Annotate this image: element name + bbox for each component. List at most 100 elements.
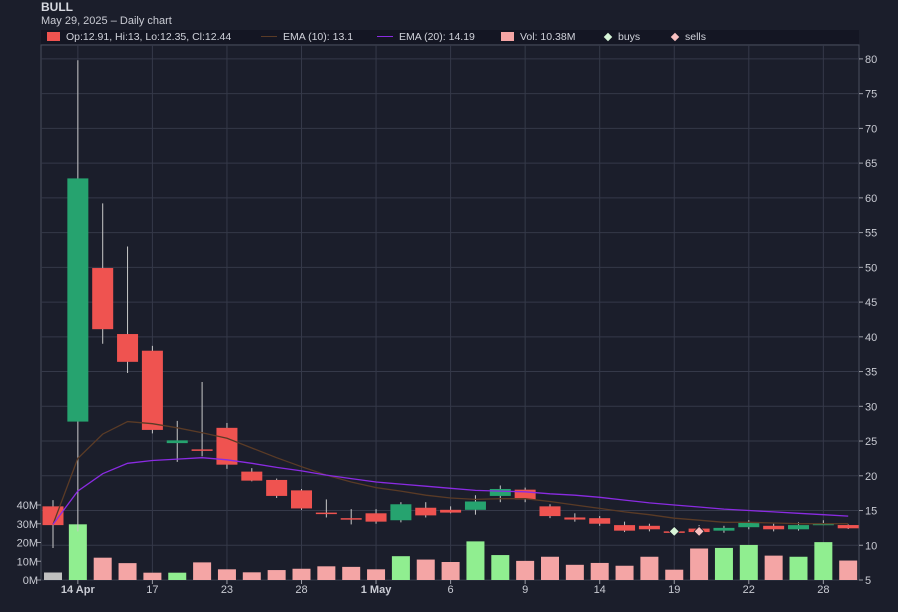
volume-bar [242, 572, 261, 580]
sell-marker [693, 525, 705, 537]
time-tick-label: 6 [448, 584, 454, 596]
volume-bar [541, 556, 559, 580]
candle-body [464, 501, 486, 510]
volume-bar [665, 569, 684, 580]
time-tick-label: 17 [146, 584, 158, 596]
candle-body [365, 513, 387, 522]
volume-bar [640, 556, 659, 580]
time-tick-label: 1 May [361, 584, 392, 596]
candle-body [738, 522, 760, 528]
legend-volume-label: Vol: 10.38M [520, 31, 576, 43]
legend-buys-label: buys [618, 31, 641, 43]
volume-bar [168, 572, 187, 580]
price-tick-label: 10 [865, 540, 877, 552]
time-tick-label: 28 [295, 584, 307, 596]
volume-bar [590, 562, 609, 580]
volume-bar [193, 562, 212, 580]
price-tick-label: 5 [865, 575, 871, 587]
volume-bar [68, 524, 87, 580]
volume-bar [516, 560, 535, 580]
candle-body [42, 506, 64, 526]
candle-body [440, 509, 462, 513]
trade-markers [668, 525, 705, 537]
legend-bar: Op:12.91, Hi:13, Lo:12.35, Cl:12.44 EMA … [41, 30, 859, 44]
volume-tick-label: 0M [23, 575, 38, 587]
volume-bar [839, 560, 858, 580]
price-tick-label: 20 [865, 471, 877, 483]
time-tick-label: 14 Apr [61, 584, 96, 596]
legend-sells-label: sells [685, 31, 707, 43]
candle-body [763, 525, 785, 530]
volume-bar [615, 565, 634, 580]
time-tick-label: 28 [817, 584, 829, 596]
legend-ema20-swatch [377, 36, 393, 37]
candle-body [191, 449, 213, 451]
candle-body [117, 334, 139, 362]
price-tick-label: 55 [865, 228, 877, 240]
grid [41, 45, 859, 581]
volume-bar [342, 566, 361, 580]
price-tick-label: 60 [865, 193, 877, 205]
candle-body [266, 479, 288, 496]
legend-ohlc-swatch [47, 32, 60, 41]
price-tick-label: 40 [865, 332, 877, 344]
volume-bar [441, 562, 460, 580]
price-tick-label: 25 [865, 436, 877, 448]
legend-ema20: EMA (20): 14.19 [377, 30, 475, 44]
candle-body [539, 506, 561, 517]
ema-lines [52, 420, 849, 525]
candle-body [514, 489, 536, 500]
ema20-line [52, 457, 849, 525]
price-tick-label: 45 [865, 297, 877, 309]
candle-body [415, 507, 437, 516]
time-tick-label: 9 [522, 584, 528, 596]
plot-area [40, 44, 860, 581]
candle-body [141, 350, 163, 430]
price-tick-label: 80 [865, 54, 877, 66]
candle-body [837, 525, 859, 529]
volume-bar [118, 563, 137, 580]
volume-bar [789, 556, 808, 580]
volume-bar [690, 548, 709, 580]
legend-ohlc: Op:12.91, Hi:13, Lo:12.35, Cl:12.44 [47, 30, 231, 44]
volume-bar [292, 568, 311, 580]
price-tick-label: 30 [865, 401, 877, 413]
candle-body [589, 518, 611, 524]
volume-bar [217, 569, 236, 580]
volume-tick-label: 30M [17, 519, 38, 531]
candle-body [67, 178, 89, 422]
volume-bar [416, 559, 435, 580]
legend-ema10-label: EMA (10): 13.1 [283, 31, 354, 43]
volume-bar [391, 556, 410, 580]
candle-body [390, 504, 412, 521]
chart-subtitle: May 29, 2025 – Daily chart [41, 15, 172, 27]
price-tick-label: 65 [865, 158, 877, 170]
price-axis: 5 10 15 20 25 30 35 40 45 50 55 60 65 70 75 80 [859, 54, 877, 587]
candle-body [291, 490, 312, 509]
volume-axis: 0M 10M 20M 30M 40M [17, 500, 41, 587]
candle-body [788, 525, 809, 530]
volume-bars [44, 524, 858, 580]
price-tick-label: 35 [865, 367, 877, 379]
legend-ema10: EMA (10): 13.1 [261, 30, 353, 44]
candle-body [166, 440, 188, 444]
volume-bar [466, 541, 485, 580]
time-tick-label: 19 [668, 584, 680, 596]
volume-bar [714, 547, 733, 580]
candle-body [713, 527, 735, 531]
legend-sells: sells [669, 30, 706, 44]
candle-body [812, 523, 834, 526]
candle-body [489, 488, 511, 496]
buy-marker [668, 525, 680, 537]
price-tick-label: 70 [865, 123, 877, 135]
time-tick-label: 23 [221, 584, 233, 596]
chart-title: BULL [41, 0, 73, 14]
volume-bar [491, 555, 510, 580]
legend-ema20-label: EMA (20): 14.19 [399, 31, 475, 43]
volume-tick-label: 40M [17, 500, 38, 512]
volume-bar [317, 566, 336, 580]
price-tick-label: 75 [865, 89, 877, 101]
ema10-line [52, 420, 849, 525]
candle-body [315, 512, 337, 515]
